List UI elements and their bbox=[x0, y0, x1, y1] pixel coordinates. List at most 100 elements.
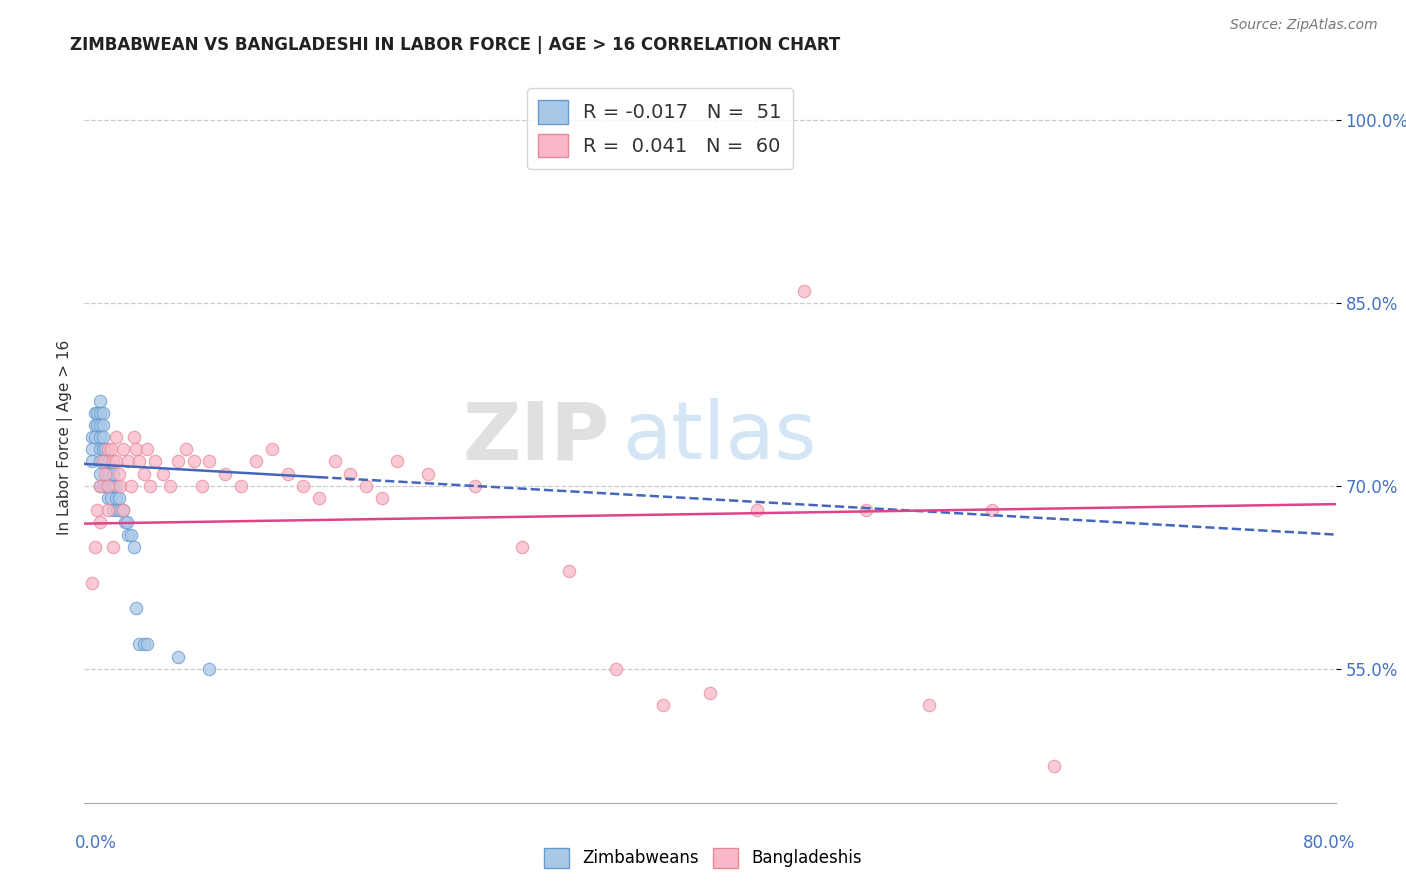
Point bbox=[152, 467, 174, 481]
Point bbox=[292, 479, 315, 493]
Point bbox=[112, 503, 135, 517]
Point bbox=[84, 406, 107, 420]
Point bbox=[117, 454, 139, 468]
Point bbox=[101, 503, 124, 517]
Point bbox=[86, 417, 108, 432]
Point bbox=[385, 454, 409, 468]
Point bbox=[980, 503, 1002, 517]
Point bbox=[101, 454, 124, 468]
Legend: Zimbabweans, Bangladeshis: Zimbabweans, Bangladeshis bbox=[537, 841, 869, 875]
Point bbox=[120, 479, 142, 493]
Point bbox=[97, 491, 120, 505]
Point bbox=[97, 442, 120, 457]
Point bbox=[101, 479, 124, 493]
Point bbox=[100, 479, 122, 493]
Point bbox=[198, 662, 221, 676]
Point bbox=[159, 479, 181, 493]
Point bbox=[89, 417, 111, 432]
Point bbox=[1043, 759, 1066, 773]
Point bbox=[110, 503, 132, 517]
Point bbox=[132, 637, 155, 651]
Point bbox=[104, 430, 127, 444]
Point bbox=[339, 467, 361, 481]
Point bbox=[91, 454, 114, 468]
Point bbox=[89, 430, 111, 444]
Point bbox=[229, 479, 252, 493]
Point bbox=[97, 479, 120, 493]
Point bbox=[136, 637, 159, 651]
Point bbox=[112, 442, 135, 457]
Point bbox=[198, 454, 221, 468]
Point bbox=[125, 600, 148, 615]
Point bbox=[370, 491, 392, 505]
Text: 80.0%: 80.0% bbox=[1302, 834, 1355, 852]
Text: atlas: atlas bbox=[623, 398, 817, 476]
Point bbox=[97, 467, 120, 481]
Point bbox=[110, 479, 132, 493]
Point bbox=[105, 503, 128, 517]
Point bbox=[91, 430, 114, 444]
Text: 0.0%: 0.0% bbox=[75, 834, 117, 852]
Point bbox=[323, 454, 346, 468]
Point bbox=[143, 454, 166, 468]
Point bbox=[84, 430, 107, 444]
Point bbox=[918, 698, 941, 713]
Legend: R = -0.017   N =  51, R =  0.041   N =  60: R = -0.017 N = 51, R = 0.041 N = 60 bbox=[527, 88, 793, 169]
Point bbox=[93, 479, 115, 493]
Point bbox=[699, 686, 721, 700]
Point bbox=[89, 393, 111, 408]
Point bbox=[89, 516, 111, 530]
Point bbox=[114, 516, 136, 530]
Point bbox=[89, 479, 111, 493]
Point bbox=[354, 479, 377, 493]
Point bbox=[93, 454, 115, 468]
Point bbox=[128, 637, 150, 651]
Point bbox=[97, 503, 120, 517]
Point bbox=[277, 467, 299, 481]
Point bbox=[174, 442, 197, 457]
Point bbox=[117, 527, 139, 541]
Point bbox=[167, 649, 190, 664]
Point bbox=[745, 503, 768, 517]
Y-axis label: In Labor Force | Age > 16: In Labor Force | Age > 16 bbox=[58, 340, 73, 534]
Point bbox=[245, 454, 267, 468]
Point bbox=[418, 467, 440, 481]
Point bbox=[91, 442, 114, 457]
Point bbox=[89, 479, 111, 493]
Point bbox=[190, 479, 212, 493]
Point bbox=[262, 442, 284, 457]
Point bbox=[84, 540, 107, 554]
Point bbox=[124, 540, 146, 554]
Point bbox=[89, 406, 111, 420]
Point bbox=[86, 406, 108, 420]
Point bbox=[107, 491, 129, 505]
Point bbox=[104, 491, 127, 505]
Text: Source: ZipAtlas.com: Source: ZipAtlas.com bbox=[1230, 18, 1378, 32]
Point bbox=[652, 698, 675, 713]
Point bbox=[82, 430, 104, 444]
Point bbox=[93, 442, 115, 457]
Point bbox=[104, 479, 127, 493]
Point bbox=[91, 406, 114, 420]
Point bbox=[101, 540, 124, 554]
Point bbox=[115, 516, 138, 530]
Point bbox=[512, 540, 534, 554]
Point bbox=[97, 479, 120, 493]
Point bbox=[89, 442, 111, 457]
Point bbox=[100, 442, 122, 457]
Point bbox=[112, 503, 135, 517]
Point bbox=[82, 442, 104, 457]
Point bbox=[125, 442, 148, 457]
Point bbox=[100, 491, 122, 505]
Point bbox=[464, 479, 486, 493]
Point bbox=[91, 417, 114, 432]
Point bbox=[308, 491, 330, 505]
Point bbox=[89, 467, 111, 481]
Point bbox=[101, 467, 124, 481]
Point bbox=[136, 442, 159, 457]
Text: ZIP: ZIP bbox=[463, 398, 610, 476]
Point bbox=[793, 284, 815, 298]
Point bbox=[139, 479, 162, 493]
Point bbox=[558, 564, 581, 578]
Point bbox=[855, 503, 877, 517]
